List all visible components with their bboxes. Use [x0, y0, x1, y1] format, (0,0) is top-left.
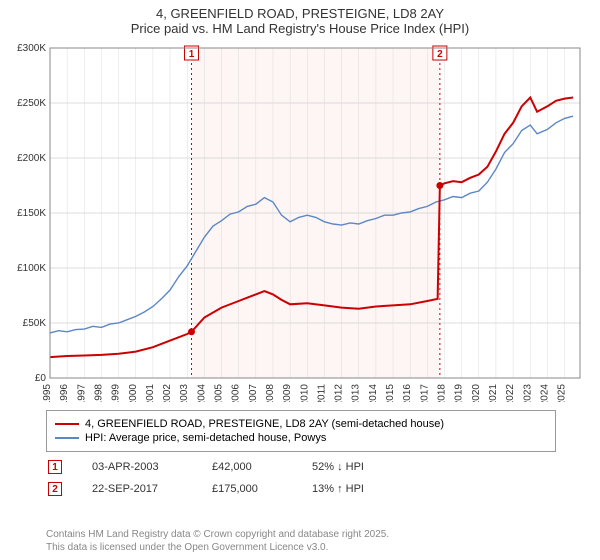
svg-text:1999: 1999 — [111, 384, 122, 402]
svg-text:2013: 2013 — [351, 384, 362, 402]
svg-text:2006: 2006 — [231, 384, 242, 402]
svg-text:£150K: £150K — [17, 208, 46, 219]
annotation-row: 1 03-APR-2003 £42,000 52% ↓ HPI — [48, 460, 556, 474]
marker-box: 2 — [48, 482, 62, 496]
svg-text:2016: 2016 — [402, 384, 413, 402]
svg-text:2022: 2022 — [505, 384, 516, 402]
svg-text:2019: 2019 — [454, 384, 465, 402]
legend-swatch — [55, 423, 79, 425]
svg-text:1: 1 — [189, 49, 195, 60]
chart-area: £0 £50K £100K £150K £200K £250K £300K 1995 1996 1… — [10, 42, 590, 402]
svg-text:2025: 2025 — [557, 384, 568, 402]
svg-text:2011: 2011 — [316, 384, 327, 402]
svg-text:2018: 2018 — [436, 384, 447, 402]
svg-text:2005: 2005 — [214, 384, 225, 402]
svg-text:2015: 2015 — [385, 384, 396, 402]
annotation-price: £175,000 — [212, 483, 282, 495]
svg-text:2: 2 — [437, 49, 443, 60]
svg-text:2023: 2023 — [522, 384, 533, 402]
svg-text:2000: 2000 — [128, 384, 139, 402]
line-chart-svg: £0 £50K £100K £150K £200K £250K £300K 1995 1996 1… — [10, 42, 590, 402]
svg-text:2024: 2024 — [539, 384, 550, 402]
chart-title: 4, GREENFIELD ROAD, PRESTEIGNE, LD8 2AY … — [0, 0, 600, 38]
annotation-pct: 13% ↑ HPI — [312, 483, 402, 495]
svg-text:1997: 1997 — [76, 384, 87, 402]
svg-text:2008: 2008 — [265, 384, 276, 402]
svg-text:2007: 2007 — [248, 384, 259, 402]
svg-text:2020: 2020 — [471, 384, 482, 402]
marker-box: 1 — [48, 460, 62, 474]
svg-text:£300K: £300K — [17, 43, 46, 54]
annotation-pct: 52% ↓ HPI — [312, 461, 402, 473]
svg-text:2004: 2004 — [196, 384, 207, 402]
annotation-row: 2 22-SEP-2017 £175,000 13% ↑ HPI — [48, 482, 556, 496]
credits-line-1: Contains HM Land Registry data © Crown c… — [46, 528, 389, 541]
annotation-price: £42,000 — [212, 461, 282, 473]
svg-text:2012: 2012 — [334, 384, 345, 402]
credits: Contains HM Land Registry data © Crown c… — [46, 528, 389, 554]
annotation-date: 03-APR-2003 — [92, 461, 182, 473]
svg-text:£50K: £50K — [23, 318, 47, 329]
svg-text:2009: 2009 — [282, 384, 293, 402]
svg-text:£200K: £200K — [17, 153, 46, 164]
legend-item: 4, GREENFIELD ROAD, PRESTEIGNE, LD8 2AY … — [55, 418, 547, 430]
svg-text:2003: 2003 — [179, 384, 190, 402]
title-line-2: Price paid vs. HM Land Registry's House … — [0, 21, 600, 36]
svg-text:£0: £0 — [35, 373, 47, 384]
svg-text:£250K: £250K — [17, 98, 46, 109]
title-line-1: 4, GREENFIELD ROAD, PRESTEIGNE, LD8 2AY — [0, 6, 600, 21]
svg-text:1995: 1995 — [42, 384, 53, 402]
svg-text:1998: 1998 — [93, 384, 104, 402]
legend-label: 4, GREENFIELD ROAD, PRESTEIGNE, LD8 2AY … — [85, 418, 444, 430]
annotation-rows: 1 03-APR-2003 £42,000 52% ↓ HPI 2 22-SEP-2017… — [46, 460, 556, 496]
svg-text:£100K: £100K — [17, 263, 46, 274]
legend-item: HPI: Average price, semi-detached house,… — [55, 432, 547, 444]
svg-text:2001: 2001 — [145, 384, 156, 402]
legend-swatch — [55, 437, 79, 438]
svg-text:1996: 1996 — [59, 384, 70, 402]
svg-text:2002: 2002 — [162, 384, 173, 402]
svg-text:2010: 2010 — [299, 384, 310, 402]
legend-label: HPI: Average price, semi-detached house,… — [85, 432, 326, 444]
legend-box: 4, GREENFIELD ROAD, PRESTEIGNE, LD8 2AY … — [46, 410, 556, 452]
credits-line-2: This data is licensed under the Open Gov… — [46, 541, 389, 554]
legend-and-annotations: 4, GREENFIELD ROAD, PRESTEIGNE, LD8 2AY … — [46, 410, 556, 496]
svg-text:2017: 2017 — [419, 384, 430, 402]
annotation-date: 22-SEP-2017 — [92, 483, 182, 495]
svg-text:2021: 2021 — [488, 384, 499, 402]
svg-text:2014: 2014 — [368, 384, 379, 402]
